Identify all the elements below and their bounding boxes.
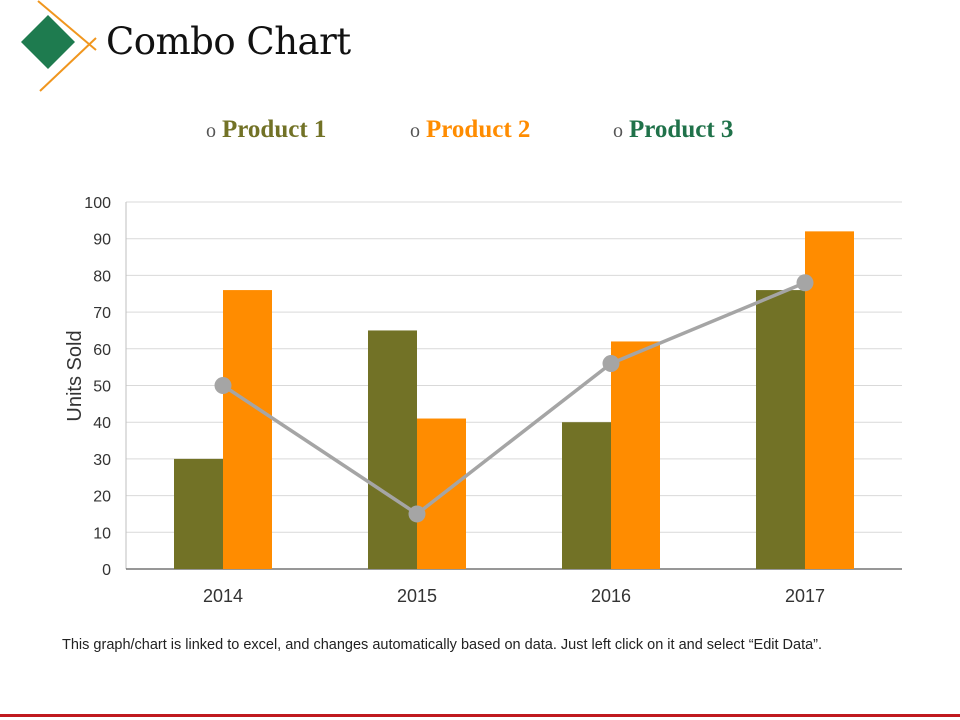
point-product-3 [214,377,232,394]
bar-product-2 [611,341,660,569]
legend-bullet-icon: o [613,120,623,142]
y-tick-label: 70 [93,305,111,322]
y-tick-label: 90 [93,232,111,249]
y-tick-label: 60 [93,342,111,359]
legend-item-product-3[interactable]: o Product 3 [613,116,733,144]
bar-product-2 [223,290,272,569]
point-product-3 [602,354,620,372]
legend-item-product-2[interactable]: o Product 2 [410,116,530,144]
y-axis-label: Units Sold [64,330,86,421]
bar-product-1 [756,290,805,569]
bar-product-1 [562,422,611,569]
y-tick-label: 10 [93,525,111,542]
legend-bullet-icon: o [206,120,216,142]
legend-label: Product 2 [426,116,531,143]
point-product-3 [408,505,426,523]
y-tick-label: 80 [93,268,111,285]
bar-product-2 [805,231,854,570]
legend-label: Product 1 [222,116,327,143]
y-tick-label: 100 [84,195,111,212]
page-title: Combo Chart [106,20,351,63]
x-tick-label: 2014 [203,586,243,606]
y-tick-label: 20 [93,489,111,506]
footnote: This graph/chart is linked to excel, and… [62,637,823,653]
y-tick-label: 0 [102,562,111,579]
legend-bullet-icon: o [410,120,420,142]
bar-product-1 [368,330,417,569]
y-tick-label: 40 [93,415,111,432]
x-tick-label: 2016 [591,586,631,606]
logo-diamond-icon [21,0,97,92]
y-tick-label: 30 [93,452,111,469]
bar-product-1 [174,458,223,569]
line-product-3 [222,281,806,516]
point-product-3 [796,274,814,292]
legend-label: Product 3 [629,116,734,143]
y-tick-label: 50 [93,379,111,396]
legend-item-product-1[interactable]: o Product 1 [206,116,326,144]
bottom-rule [0,714,960,717]
x-tick-label: 2017 [785,586,825,606]
x-tick-label: 2015 [397,586,437,606]
